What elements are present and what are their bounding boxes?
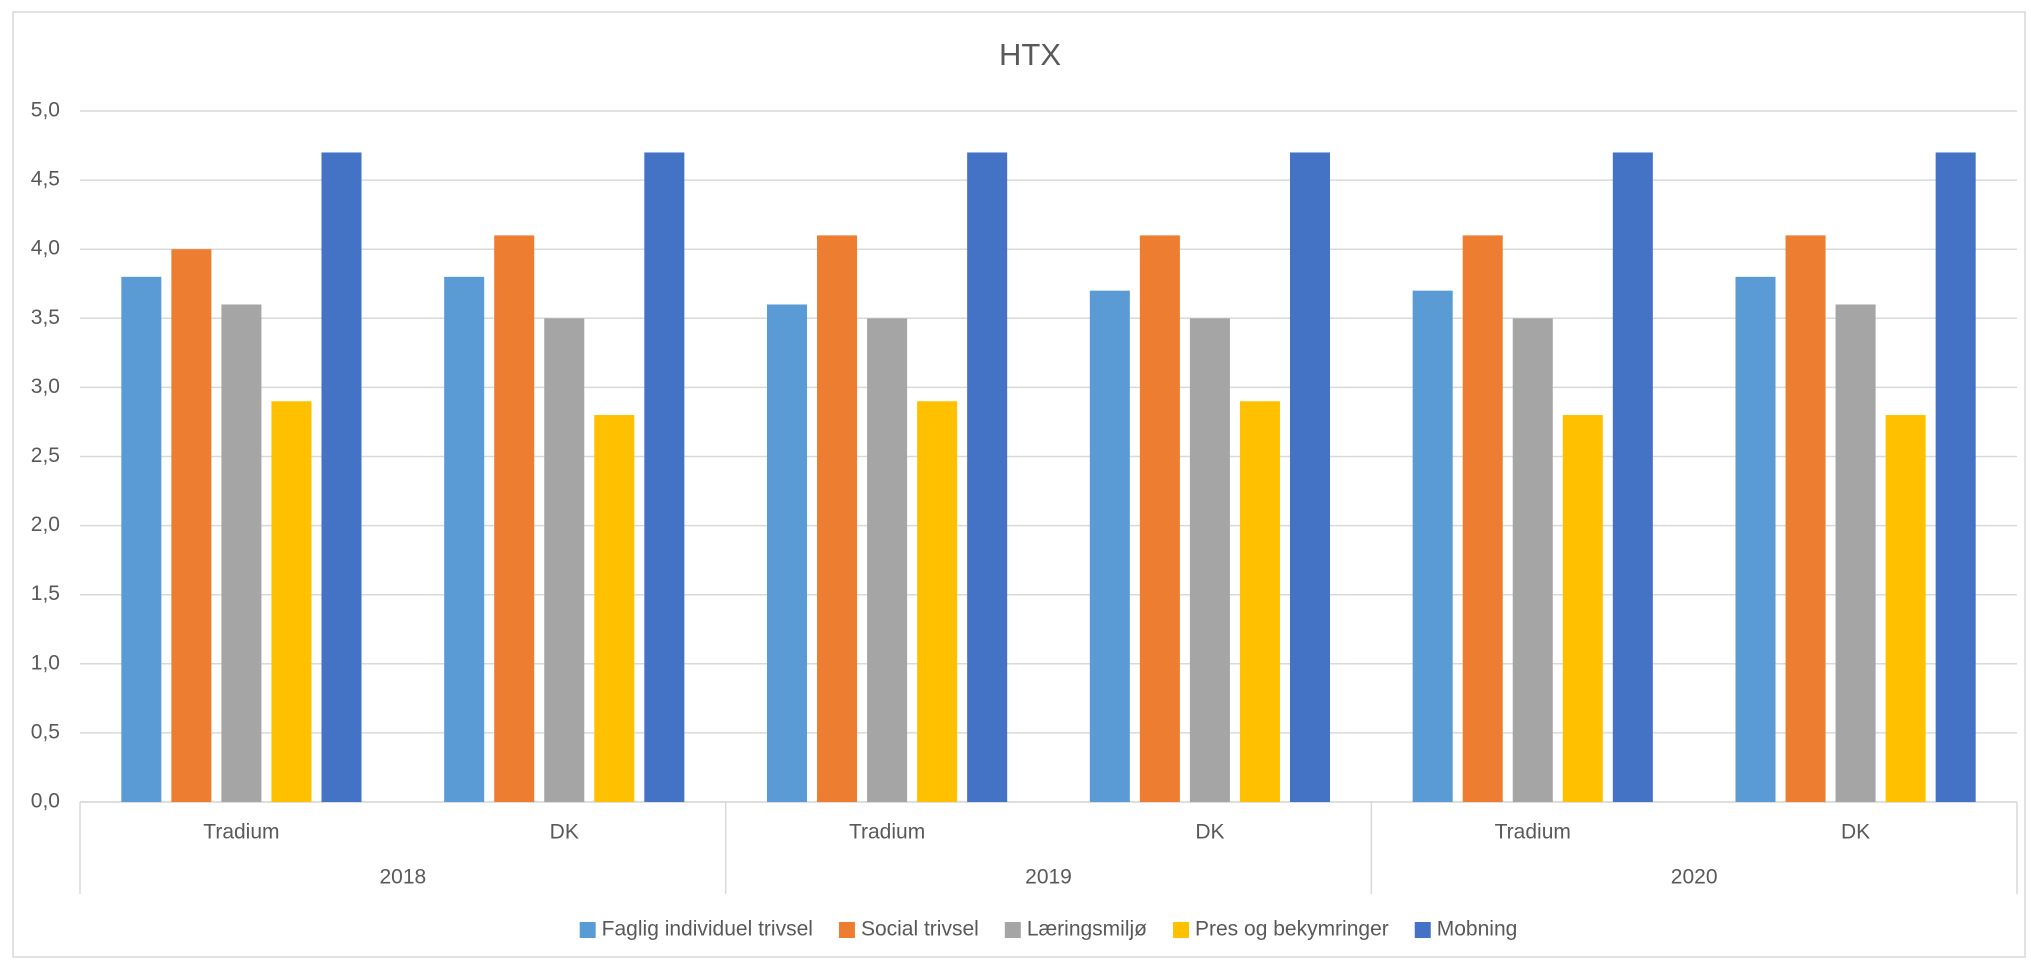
- y-tick-label: 5,0: [31, 99, 60, 122]
- bar: [121, 276, 162, 803]
- bar: [766, 304, 808, 802]
- bar: [817, 235, 858, 802]
- legend-label: Faglig individuel trivsel: [602, 918, 813, 941]
- bar: [1735, 276, 1776, 803]
- bar: [221, 304, 262, 802]
- bar: [1189, 318, 1230, 802]
- x-tick-label: DK: [550, 821, 579, 844]
- bar: [1612, 152, 1653, 802]
- legend-swatch: [1414, 922, 1431, 938]
- bar: [1835, 304, 1876, 802]
- bar: [917, 401, 958, 802]
- bar: [1935, 152, 1976, 802]
- group-label: 2019: [1025, 866, 1072, 889]
- bar: [644, 152, 685, 802]
- x-tick-label: DK: [1195, 821, 1224, 844]
- y-tick-label: 2,5: [31, 444, 60, 467]
- y-tick-label: 1,5: [31, 582, 60, 605]
- bar: [494, 235, 535, 802]
- chart-border: [12, 11, 2026, 958]
- bar: [594, 415, 635, 802]
- y-tick-label: 0,0: [31, 790, 60, 813]
- legend-swatch: [579, 922, 596, 938]
- group-label: 2020: [1671, 866, 1718, 889]
- chart-title: HTX: [999, 37, 1061, 72]
- x-tick-label: DK: [1841, 821, 1870, 844]
- bar: [271, 401, 312, 802]
- bar: [321, 152, 362, 802]
- y-tick-label: 4,0: [31, 237, 60, 260]
- bar: [1412, 290, 1453, 802]
- bar: [171, 249, 212, 802]
- y-tick-label: 0,5: [31, 720, 60, 743]
- y-tick-label: 1,0: [31, 651, 60, 674]
- bar: [1089, 290, 1130, 802]
- y-tick-label: 3,0: [31, 375, 60, 398]
- legend-swatch: [838, 922, 855, 938]
- bar: [1289, 152, 1331, 802]
- bar: [544, 318, 585, 802]
- bar: [1462, 235, 1503, 802]
- x-tick-label: Tradium: [1495, 821, 1571, 844]
- bar: [1562, 415, 1603, 802]
- group-label: 2018: [379, 866, 426, 889]
- y-tick-label: 3,5: [31, 306, 60, 329]
- legend-swatch: [1173, 922, 1190, 938]
- bar: [444, 276, 485, 803]
- y-tick-label: 2,0: [31, 513, 60, 536]
- bar: [1139, 235, 1180, 802]
- legend-label: Social trivsel: [861, 918, 979, 941]
- x-tick-label: Tradium: [203, 821, 279, 844]
- bar: [1239, 401, 1280, 802]
- legend-swatch: [1004, 922, 1021, 938]
- legend-label: Mobning: [1437, 918, 1518, 941]
- bar: [967, 152, 1008, 802]
- x-tick-label: Tradium: [849, 821, 925, 844]
- bar: [1785, 235, 1826, 802]
- legend-label: Pres og bekymringer: [1195, 918, 1389, 941]
- bar: [1885, 415, 1926, 802]
- bar: [867, 318, 908, 802]
- bar: [1512, 318, 1553, 802]
- y-tick-label: 4,5: [31, 168, 60, 191]
- legend-label: Læringsmiljø: [1027, 918, 1147, 941]
